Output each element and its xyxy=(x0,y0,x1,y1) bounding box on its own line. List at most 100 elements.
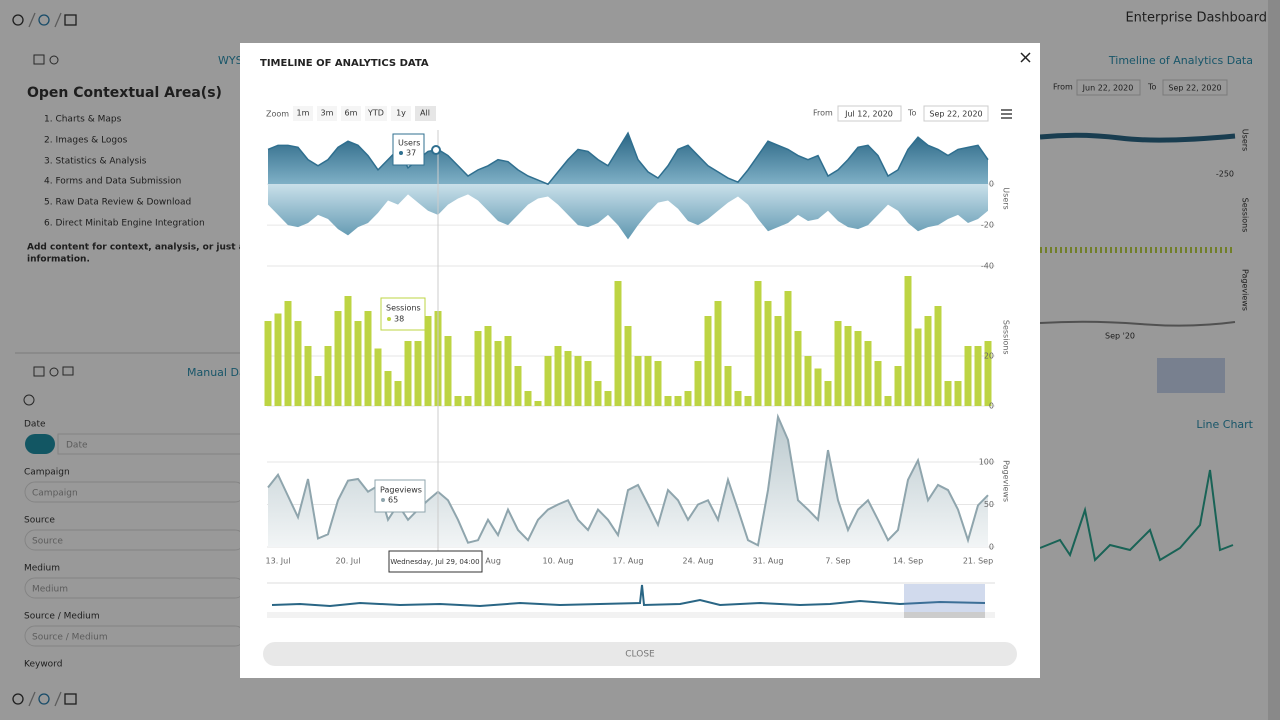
tooltip xyxy=(374,479,426,513)
placeholder: Medium xyxy=(32,585,68,595)
tooltip-bullet xyxy=(399,151,403,155)
bar xyxy=(674,396,682,406)
date-input[interactable] xyxy=(923,105,989,122)
bar xyxy=(724,366,732,406)
bar xyxy=(854,331,862,406)
x-tick-label: 10. Aug xyxy=(543,557,574,566)
field-label: Keyword xyxy=(24,660,62,670)
manual-icons xyxy=(23,366,74,406)
navigator xyxy=(267,582,995,618)
from-date[interactable]: Jul 12, 2020 xyxy=(844,110,893,119)
zoom-button[interactable] xyxy=(391,106,411,121)
bar xyxy=(824,381,832,406)
y-tick-label: 100 xyxy=(979,458,994,467)
history-icon xyxy=(23,394,35,406)
x-tick-label: 17. Aug xyxy=(613,557,644,566)
bar xyxy=(664,396,672,406)
zoom-button[interactable] xyxy=(415,106,436,121)
bar xyxy=(374,348,382,406)
to-date[interactable]: Sep 22, 2020 xyxy=(929,110,982,119)
navigator-series xyxy=(271,584,986,608)
zoom-button-label[interactable]: 1y xyxy=(396,109,406,118)
bar xyxy=(364,311,372,406)
bar xyxy=(584,361,592,406)
scrollbar-track[interactable] xyxy=(267,612,995,618)
y-tick-label: 0 xyxy=(989,180,994,189)
date-input xyxy=(1162,79,1228,96)
bar xyxy=(814,368,822,406)
bar xyxy=(494,341,502,406)
image-icon xyxy=(33,366,45,377)
bar xyxy=(314,376,322,406)
bar xyxy=(904,276,912,406)
bar xyxy=(754,281,762,406)
zoom-button[interactable] xyxy=(317,106,337,121)
bar xyxy=(284,301,292,406)
zoom-button[interactable] xyxy=(293,106,313,121)
zoom-button[interactable] xyxy=(365,106,387,121)
bar xyxy=(944,381,952,406)
close-button-label[interactable]: CLOSE xyxy=(625,650,655,660)
scrollbar xyxy=(1268,0,1280,720)
zoom-button-label[interactable]: 6m xyxy=(345,109,358,118)
axis-title: Sessions xyxy=(1241,198,1250,233)
field-label: Medium xyxy=(24,564,60,574)
from-label: From xyxy=(1053,83,1073,92)
tooltip-series: Users xyxy=(398,139,420,148)
tooltip-value: 37 xyxy=(406,149,416,158)
bar xyxy=(974,346,982,406)
history-icon xyxy=(12,14,24,26)
date-button xyxy=(25,434,55,454)
note-line: Add content for context, analysis, or ju… xyxy=(27,243,290,253)
calendar-icon xyxy=(64,14,77,26)
bar xyxy=(744,396,752,406)
tooltips: Users 37 Sessions 38 Pageviews 65 Wednes… xyxy=(374,130,483,573)
tooltip-bullet xyxy=(381,498,385,502)
placeholder: Date xyxy=(66,441,88,451)
bar xyxy=(714,301,722,406)
close-button[interactable] xyxy=(263,642,1017,666)
bar xyxy=(764,301,772,406)
navigator-range[interactable] xyxy=(904,584,985,612)
bar xyxy=(654,361,662,406)
zoom-button-label[interactable]: YTD xyxy=(367,109,384,118)
field-label: Campaign xyxy=(24,468,70,478)
field-label: Source xyxy=(24,516,55,526)
mini-chart xyxy=(1039,132,1236,143)
zoom-button-label[interactable]: 1m xyxy=(297,109,310,118)
bar xyxy=(464,396,472,406)
bar xyxy=(474,331,482,406)
bar xyxy=(344,296,352,406)
date-input xyxy=(1076,79,1141,96)
close-icon[interactable] xyxy=(1020,52,1031,63)
zoom-button[interactable] xyxy=(341,106,361,121)
tooltip-series: Sessions xyxy=(386,304,421,313)
from-label: From xyxy=(813,109,833,118)
to-date: Sep 22, 2020 xyxy=(1168,84,1221,93)
from-date: Jun 22, 2020 xyxy=(1082,84,1134,93)
field-label: Source / Medium xyxy=(24,612,100,622)
date-input[interactable] xyxy=(837,105,902,122)
zoom-button-label[interactable]: 3m xyxy=(321,109,334,118)
menu-icon[interactable] xyxy=(1001,109,1012,119)
y-tick-label: 0 xyxy=(989,402,994,411)
bar xyxy=(544,356,552,406)
history-icon xyxy=(12,693,24,705)
axis-title: Pageviews xyxy=(1002,460,1011,502)
bar xyxy=(634,356,642,406)
bar xyxy=(574,356,582,406)
bar xyxy=(644,356,652,406)
x-tick-label: 14. Sep xyxy=(893,557,923,566)
tab-label: WYS xyxy=(218,54,243,67)
calendar-icon xyxy=(64,693,77,705)
axis-label: -250 xyxy=(1216,170,1234,179)
tooltip-value: 38 xyxy=(394,315,404,324)
bar xyxy=(934,306,942,406)
scrollbar-thumb[interactable] xyxy=(904,612,985,618)
zoom-button-label[interactable]: All xyxy=(420,109,430,118)
date-tooltip-text: Wednesday, Jul 29, 04:00 xyxy=(390,558,479,566)
panel-title: Line Chart xyxy=(1196,418,1253,431)
bar xyxy=(424,316,432,406)
bar xyxy=(524,391,532,406)
